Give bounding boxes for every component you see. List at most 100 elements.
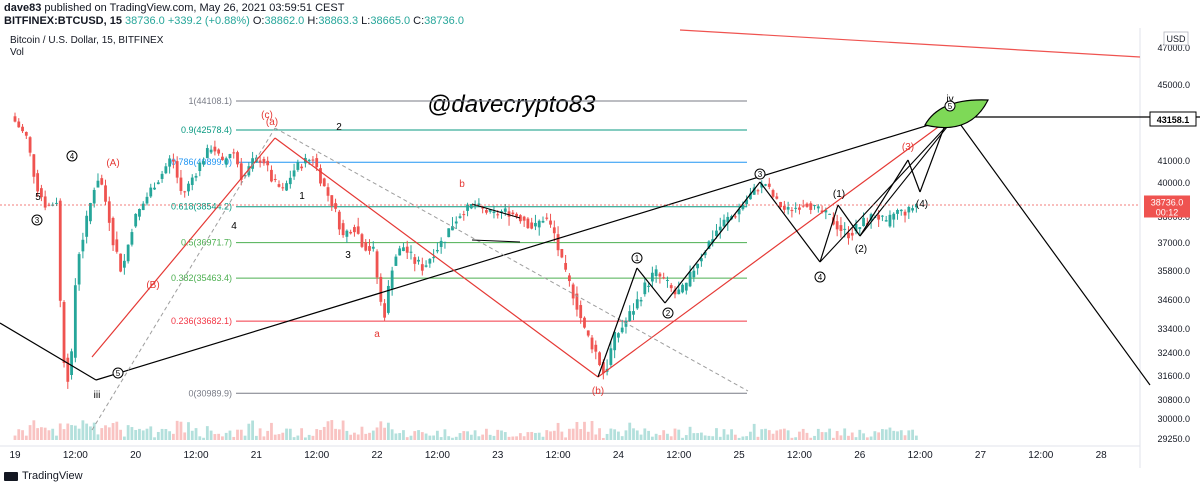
volume-bar xyxy=(771,433,775,440)
candle-body xyxy=(515,213,518,217)
low-value: 38665.0 xyxy=(370,15,411,27)
candle-body xyxy=(194,175,198,178)
candle-body xyxy=(571,284,575,299)
volume-bar xyxy=(688,426,692,440)
circled-wave-marker xyxy=(944,100,956,112)
volume-bar xyxy=(654,433,658,440)
candle-body xyxy=(583,317,586,328)
candle-body xyxy=(458,216,462,218)
fib-level-label: 0.236(33682.1) xyxy=(171,316,232,326)
candle-body xyxy=(586,330,590,336)
candle-body xyxy=(398,248,402,256)
candle-body xyxy=(100,178,104,185)
footer-brand[interactable]: TradingView xyxy=(22,470,83,482)
candle-body xyxy=(349,231,353,234)
candle-body xyxy=(326,187,330,196)
candle-body xyxy=(737,209,741,215)
time-tick-label: 12:00 xyxy=(908,450,933,461)
time-tick-label: 25 xyxy=(734,450,746,461)
volume-bar xyxy=(586,431,590,440)
candle-body xyxy=(66,357,70,382)
candle-body xyxy=(258,160,262,163)
volume-bar xyxy=(70,425,73,440)
volume-bar xyxy=(485,428,488,440)
candle-body xyxy=(239,163,243,180)
volume-bar xyxy=(782,428,786,440)
volume-bar xyxy=(805,432,809,440)
volume-bar xyxy=(571,428,575,440)
candle-body xyxy=(251,158,254,169)
candle-body xyxy=(613,331,617,351)
candle-body xyxy=(496,214,500,216)
candle-body xyxy=(300,166,304,169)
candle-body xyxy=(198,162,202,171)
author-name[interactable]: dave83 xyxy=(4,2,42,14)
circled-wave-marker xyxy=(112,367,124,379)
circled-wave-marker xyxy=(662,307,674,319)
candle-body xyxy=(643,282,647,295)
volume-bar xyxy=(862,433,865,440)
volume-bar xyxy=(790,437,794,440)
wave-label: 5 xyxy=(35,192,41,203)
volume-bar xyxy=(892,430,896,440)
volume-bar xyxy=(228,430,232,440)
volume-bar xyxy=(420,432,424,440)
volume-bar xyxy=(469,434,473,440)
candle-body xyxy=(828,213,832,215)
candle-body xyxy=(138,208,141,217)
candle-body xyxy=(775,196,779,199)
price-tick-label: 30800.0 xyxy=(1157,395,1190,405)
candle-body xyxy=(756,190,760,192)
volume-bar xyxy=(628,422,632,440)
candle-body xyxy=(368,246,371,251)
volume-bar xyxy=(507,436,511,440)
candle-body xyxy=(545,217,549,219)
volume-bar xyxy=(424,433,428,440)
candle-body xyxy=(469,204,473,209)
candle-body xyxy=(85,215,89,237)
volume-bar xyxy=(296,435,300,440)
candle-body xyxy=(28,137,32,153)
volume-bar xyxy=(515,436,518,440)
candle-body xyxy=(288,177,292,185)
volume-bar xyxy=(171,433,175,440)
candle-body xyxy=(322,178,326,187)
volume-bar xyxy=(643,428,647,440)
candle-body xyxy=(639,299,643,302)
candle-body xyxy=(786,207,790,210)
candle-body xyxy=(617,333,620,338)
price-tick-label: 32400.0 xyxy=(1157,348,1190,358)
candle-body xyxy=(816,206,820,209)
candle-body xyxy=(462,214,466,216)
price-tick-label: 40000.0 xyxy=(1157,178,1190,188)
candle-body xyxy=(232,152,236,154)
wave-label: 1 xyxy=(299,191,305,202)
candle-body xyxy=(160,173,164,179)
time-tick-label: 12:00 xyxy=(63,450,88,461)
time-tick-label: 21 xyxy=(251,450,263,461)
candle-body xyxy=(417,259,420,262)
candle-body xyxy=(835,221,839,230)
candle-body xyxy=(601,362,605,374)
ohlc-line: BITFINEX:BTCUSD, 15 38736.0 +339.2 (+0.8… xyxy=(4,15,464,27)
volume-bar xyxy=(175,420,179,440)
candle-body xyxy=(794,207,798,209)
candle-body xyxy=(119,253,122,272)
volume-bar xyxy=(390,429,394,440)
candle-body xyxy=(228,154,232,159)
candle-body xyxy=(809,203,813,210)
volume-bar xyxy=(816,428,820,440)
volume-bar xyxy=(307,434,311,440)
candle-body xyxy=(703,252,707,256)
volume-bar xyxy=(617,431,620,440)
volume-bar xyxy=(534,432,537,440)
candle-body xyxy=(635,299,639,309)
candle-body xyxy=(190,177,194,185)
candle-body xyxy=(217,149,221,154)
volume-bar xyxy=(77,428,81,440)
fib-level-label: 0.9(42578.4) xyxy=(181,125,232,135)
volume-bar xyxy=(394,433,398,440)
candle-body xyxy=(156,182,160,185)
volume-bar xyxy=(443,429,447,440)
